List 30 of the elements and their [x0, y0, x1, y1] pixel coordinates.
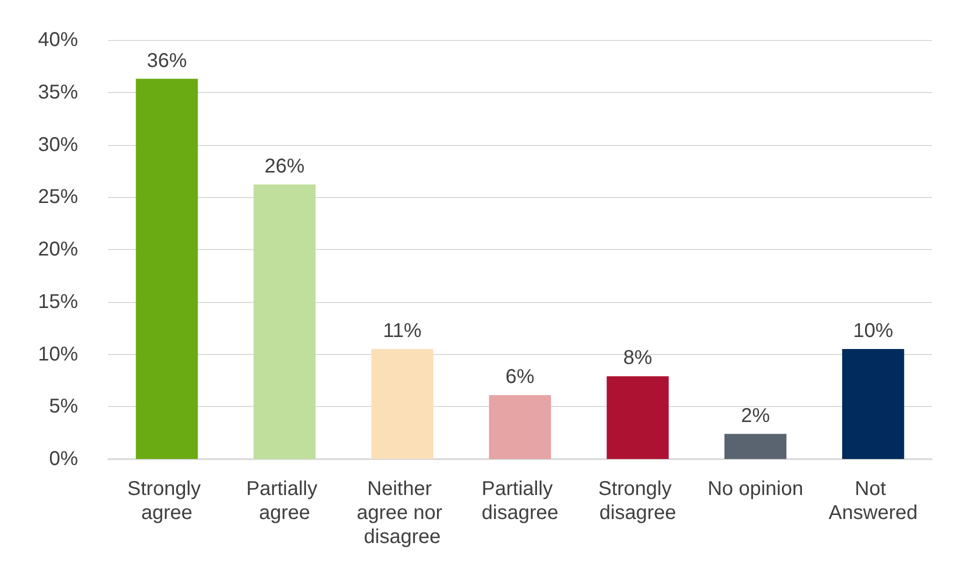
y-tick-label: 35% [38, 81, 78, 104]
x-tick-label: No opinion [708, 478, 804, 500]
y-tick-label: 30% [38, 134, 78, 156]
y-tick-label: 15% [38, 290, 78, 313]
bar [254, 184, 316, 459]
bar [724, 434, 786, 459]
bar [136, 78, 198, 459]
y-tick-label: 5% [49, 396, 78, 418]
y-tick-label: 40% [38, 29, 78, 51]
bar [606, 376, 669, 459]
data-label: 36% [146, 50, 188, 72]
data-label: 2% [740, 404, 770, 427]
bar [371, 349, 434, 459]
x-tick-label: Strongly disagree [598, 478, 678, 524]
data-label: 10% [853, 320, 894, 342]
data-label: 26% [264, 156, 305, 178]
data-label: 8% [623, 347, 652, 370]
x-tick-label: Not Answered [828, 478, 918, 524]
x-tick-label: Strongly agree [127, 478, 206, 524]
y-tick-label: 0% [49, 448, 78, 470]
x-tick-label: Neither agree nor disagree [356, 478, 448, 548]
data-label: 11% [383, 320, 422, 342]
y-tick-label: 10% [38, 343, 78, 366]
y-tick-label: 25% [38, 186, 78, 208]
bar [489, 395, 551, 459]
y-tick-label: 20% [38, 238, 78, 260]
x-tick-label: Partially disagree [482, 478, 558, 524]
bar [842, 349, 904, 459]
x-tick-label: Partially agree [246, 478, 323, 524]
data-label: 6% [506, 366, 535, 388]
